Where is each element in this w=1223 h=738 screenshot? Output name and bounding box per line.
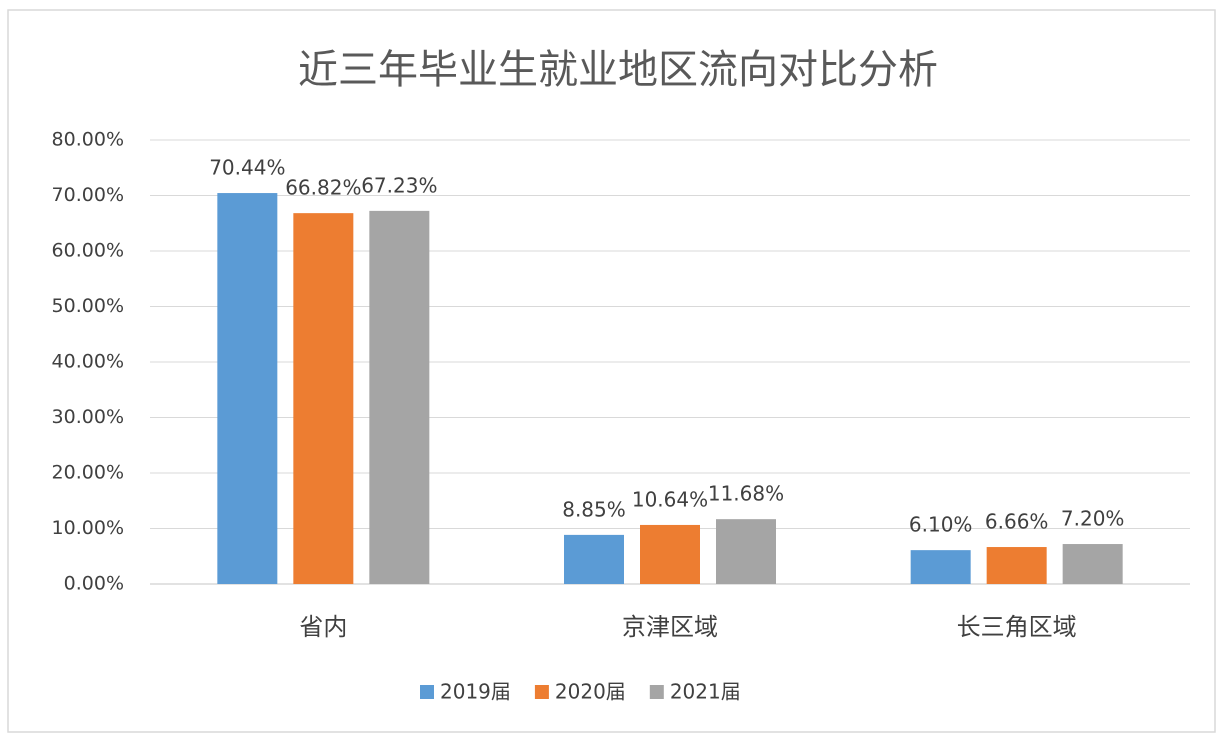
bar (217, 193, 278, 585)
legend-swatch (420, 685, 434, 699)
value-label: 66.82% (285, 176, 361, 200)
y-tick-label: 50.00% (52, 295, 124, 317)
x-tick-label: 京津区域 (622, 613, 718, 641)
value-label: 67.23% (361, 173, 437, 197)
bar (564, 534, 624, 584)
value-label: 10.64% (632, 487, 708, 511)
value-label: 70.44% (209, 156, 285, 180)
y-tick-label: 40.00% (52, 351, 124, 373)
chart-title: 近三年毕业生就业地区流向对比分析 (298, 47, 938, 93)
value-label: 7.20% (1061, 507, 1125, 531)
legend-swatch (649, 685, 664, 699)
bar (986, 547, 1047, 584)
x-tick-label: 省内 (299, 613, 347, 641)
y-tick-label: 0.00% (64, 573, 124, 595)
bar (293, 213, 354, 585)
bar (369, 210, 430, 584)
y-tick-label: 10.00% (52, 517, 124, 539)
value-label: 6.66% (985, 510, 1049, 534)
value-label: 8.85% (562, 497, 626, 521)
chart-border (7, 9, 1216, 733)
legend-label: 2019届 (440, 680, 511, 704)
bar (1062, 544, 1123, 584)
value-label: 6.10% (909, 513, 973, 537)
legend-swatch (534, 685, 549, 699)
y-tick-label: 60.00% (52, 240, 124, 262)
value-label: 11.68% (708, 482, 784, 506)
y-tick-label: 30.00% (52, 406, 124, 428)
bar (640, 524, 700, 584)
y-tick-label: 20.00% (52, 462, 124, 484)
y-tick-label: 80.00% (52, 129, 124, 151)
bar (910, 550, 971, 584)
legend-label: 2020届 (555, 680, 626, 704)
x-tick-label: 长三角区域 (957, 613, 1077, 641)
legend-label: 2021届 (670, 680, 741, 704)
y-tick-label: 70.00% (52, 184, 124, 206)
bar (716, 519, 776, 584)
